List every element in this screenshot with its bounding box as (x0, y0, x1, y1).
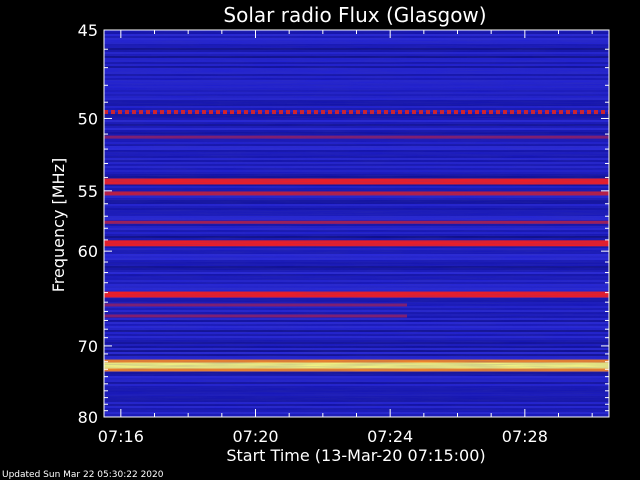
x-axis: 07:16 07:20 07:24 07:28 (98, 30, 593, 446)
y-tick-label: 80 (78, 408, 98, 427)
x-axis-label: Start Time (13-Mar-20 07:15:00) (226, 446, 485, 465)
updated-timestamp: Updated Sun Mar 22 05:30:22 2020 (2, 470, 164, 480)
chart-title: Solar radio Flux (Glasgow) (223, 3, 486, 27)
y-tick-label: 60 (78, 242, 98, 261)
x-tick-label: 07:20 (232, 427, 278, 446)
noise-overlay (104, 30, 609, 417)
x-tick-label: 07:24 (367, 427, 413, 446)
y-tick-label: 45 (78, 21, 98, 40)
y-tick-label: 70 (78, 337, 98, 356)
plot-area (104, 30, 609, 417)
y-axis-label: Frequency [MHz] (49, 158, 68, 292)
x-tick-label: 07:16 (98, 427, 144, 446)
y-tick-label: 50 (78, 109, 98, 128)
x-tick-label: 07:28 (502, 427, 548, 446)
y-tick-label: 55 (78, 182, 98, 201)
y-axis: 45 50 55 60 70 80 (78, 21, 609, 427)
